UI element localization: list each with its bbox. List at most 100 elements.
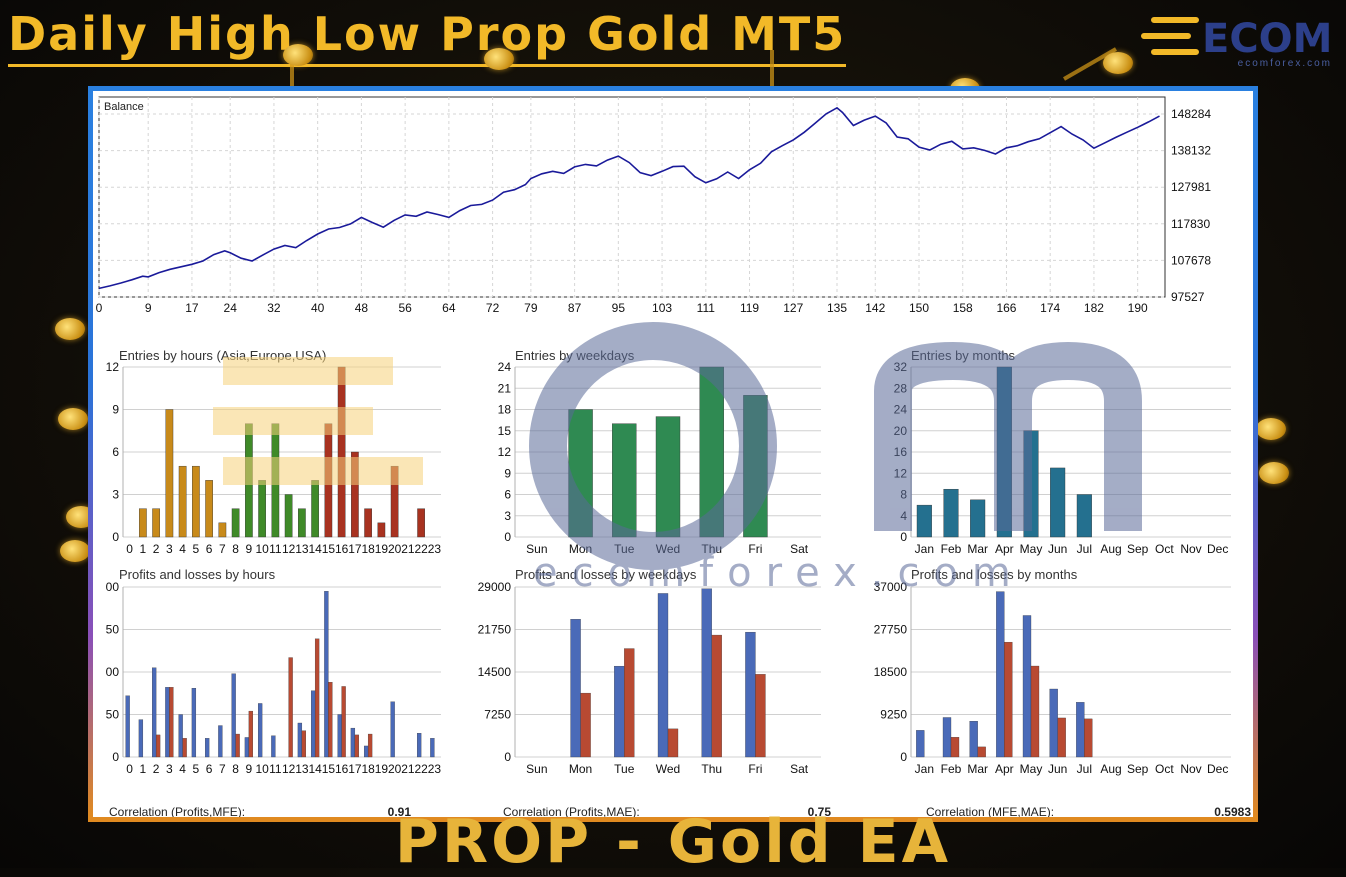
bar-y-tick-label: 6: [112, 445, 119, 459]
balance-x-tick-label: 48: [355, 301, 369, 315]
profit-bar: [337, 714, 342, 758]
bar-x-tick-label: 20: [388, 762, 402, 776]
bar: [364, 508, 372, 538]
bar-x-tick-label: Dec: [1207, 762, 1228, 776]
watermark-e-mark: [213, 357, 423, 485]
correlation-label-1: Correlation (Profits,MFE):: [109, 805, 245, 817]
bar: [298, 508, 306, 538]
loss-bar: [182, 738, 187, 758]
balance-x-tick-label: 95: [612, 301, 626, 315]
bar-y-tick-label: 0: [900, 530, 907, 544]
balance-y-tick-label: 117830: [1171, 217, 1210, 231]
bar-y-tick-label: 00: [106, 665, 120, 679]
bar-x-tick-label: Sat: [790, 762, 809, 776]
bar-x-tick-label: Jul: [1077, 762, 1092, 776]
bar-y-tick-label: 6: [504, 488, 511, 502]
bar-x-tick-label: 4: [179, 762, 186, 776]
gold-coin-icon: [1256, 418, 1286, 440]
bar-x-tick-label: Mar: [967, 542, 988, 556]
bar-x-tick-label: Mar: [967, 762, 988, 776]
bar: [417, 508, 425, 538]
bar-x-tick-label: May: [1020, 542, 1043, 556]
bar-x-tick-label: Oct: [1155, 542, 1174, 556]
bar-x-tick-label: 7: [219, 542, 226, 556]
profit-bar: [191, 688, 197, 758]
bar-x-tick-label: 23: [428, 542, 442, 556]
bar: [152, 508, 160, 538]
bar-x-tick-label: 5: [193, 762, 200, 776]
bar-y-tick-label: 50: [106, 708, 120, 722]
balance-line: [98, 106, 1160, 290]
balance-x-tick-label: 24: [224, 301, 238, 315]
profit-bar: [205, 738, 210, 758]
bar-x-tick-label: Nov: [1180, 762, 1201, 776]
bar-x-tick-label: Wed: [656, 762, 680, 776]
bar: [970, 499, 986, 538]
bar-y-tick-label: 0: [112, 530, 119, 544]
bar-x-tick-label: Jun: [1048, 542, 1067, 556]
bar: [284, 494, 293, 538]
bar-y-tick-label: 18500: [874, 665, 908, 679]
bar-x-tick-label: 3: [166, 762, 173, 776]
balance-x-tick-label: 56: [398, 301, 412, 315]
bar-x-tick-label: 19: [375, 762, 389, 776]
profit-bar: [1022, 615, 1032, 758]
bar: [165, 409, 174, 538]
profit-bar: [271, 735, 276, 758]
balance-x-tick-label: 158: [953, 301, 973, 315]
loss-bar: [301, 730, 306, 758]
bar-x-tick-label: 18: [361, 762, 375, 776]
loss-bar: [155, 734, 161, 758]
profit-bar: [310, 690, 316, 758]
loss-bar: [328, 682, 333, 758]
loss-bar: [950, 737, 960, 758]
balance-x-tick-label: 0: [96, 301, 103, 315]
bar-y-tick-label: 50: [106, 623, 120, 637]
bar-y-tick-label: 3: [112, 488, 119, 502]
balance-y-tick-label: 107678: [1171, 253, 1211, 267]
balance-y-tick-label: 138132: [1171, 144, 1211, 158]
balance-title: Balance: [104, 101, 144, 113]
bar: [139, 508, 147, 538]
correlation-label-2: Correlation (Profits,MAE):: [503, 805, 640, 817]
bar-x-tick-label: 2: [153, 762, 160, 776]
bar: [377, 522, 386, 538]
bar-x-tick-label: Oct: [1155, 762, 1174, 776]
bar: [192, 465, 200, 538]
footer-caption: PROP - Gold EA: [394, 807, 952, 877]
bar-y-tick-label: 14500: [478, 665, 512, 679]
bar-x-tick-label: 9: [246, 762, 253, 776]
gold-coin-icon: [1103, 52, 1133, 74]
charts-svg: Balance 0 9 17 24 32 40 48 56 64 72 79 87 95 103 111 11…: [96, 96, 1251, 817]
brand-logo: ECOM: [1141, 16, 1333, 62]
bar-x-tick-label: May: [1020, 762, 1043, 776]
loss-bar: [1084, 718, 1093, 758]
bar-x-tick-label: 11: [269, 762, 282, 776]
bar-x-tick-label: 13: [295, 762, 309, 776]
gold-coin-icon: [1259, 462, 1289, 484]
logo-e-mark: [1141, 17, 1199, 55]
profit-bar: [416, 733, 422, 758]
loss-bar: [367, 733, 373, 758]
balance-plot-frame: [98, 96, 1166, 298]
bar-x-tick-label: Sep: [1127, 542, 1149, 556]
loss-bar: [169, 687, 174, 758]
bar: [655, 416, 681, 538]
loss-bar: [711, 634, 722, 758]
profit-bar: [257, 703, 263, 758]
bar-x-tick-label: Sat: [790, 542, 809, 556]
bar-x-tick-label: 20: [388, 542, 402, 556]
loss-bar: [1030, 665, 1040, 758]
profit-bar: [996, 591, 1005, 758]
profit-bar: [570, 619, 581, 758]
profit-bar: [701, 588, 712, 758]
profit-bar: [152, 667, 157, 758]
watermark-text: ecomforex.com: [533, 550, 1025, 596]
profit-bar: [125, 695, 130, 758]
pl-by-weekdays-title: Profits and losses by weekdays: [515, 567, 697, 582]
balance-x-tick-label: 111: [697, 301, 716, 315]
correlation-label-3: Correlation (MFE,MAE):: [926, 805, 1054, 817]
balance-x-tick-label: 119: [740, 301, 759, 315]
bar-x-tick-label: 6: [206, 762, 213, 776]
